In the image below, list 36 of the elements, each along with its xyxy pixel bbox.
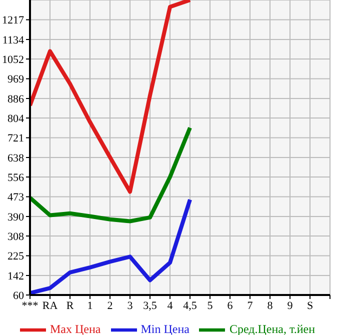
x-tick-label: 6	[227, 300, 234, 312]
x-tick-label: ***	[22, 300, 38, 312]
line-series	[30, 0, 192, 194]
line-series	[30, 126, 192, 224]
y-tick-label: 638	[8, 152, 24, 164]
x-tick-label: 4	[167, 300, 174, 312]
y-tick-label: 60	[13, 290, 24, 302]
y-tick-label: 142	[8, 270, 24, 282]
y-tick-label: 721	[8, 132, 24, 145]
x-tick-label: 8	[267, 300, 274, 312]
legend-label: Min Цена	[140, 322, 190, 335]
legend-label: Сред.Цена, т.йен	[229, 322, 316, 335]
x-tick-label: S	[306, 300, 314, 312]
x-tick-label: 3	[127, 300, 134, 312]
y-tick-label: 1052	[2, 54, 24, 66]
x-tick-label: 1	[87, 300, 93, 312]
x-tick-label: 4,5	[183, 300, 198, 312]
line-series	[30, 198, 192, 295]
y-tick-label: 1217	[2, 14, 24, 27]
x-tick-label: 9	[287, 300, 294, 312]
x-tick-label: R	[66, 300, 74, 312]
x-tick-label: RA	[42, 300, 58, 312]
y-tick-label: 390	[8, 211, 24, 224]
y-tick-label: 473	[8, 192, 24, 204]
x-tick-label: 7	[247, 300, 254, 312]
y-tick-label: 1134	[2, 34, 24, 46]
y-tick-label: 804	[8, 112, 24, 125]
y-tick-label: 308	[8, 230, 24, 243]
y-tick-label: 556	[8, 172, 24, 184]
x-tick-label: 5	[207, 300, 214, 312]
y-tick-label: 886	[8, 93, 24, 106]
x-tick-label: 3,5	[143, 300, 158, 312]
x-tick-label: 2	[107, 300, 113, 312]
y-tick-label: 969	[8, 74, 24, 86]
y-tick-label: 225	[8, 250, 24, 263]
legend-label: Max Цена	[50, 322, 101, 335]
